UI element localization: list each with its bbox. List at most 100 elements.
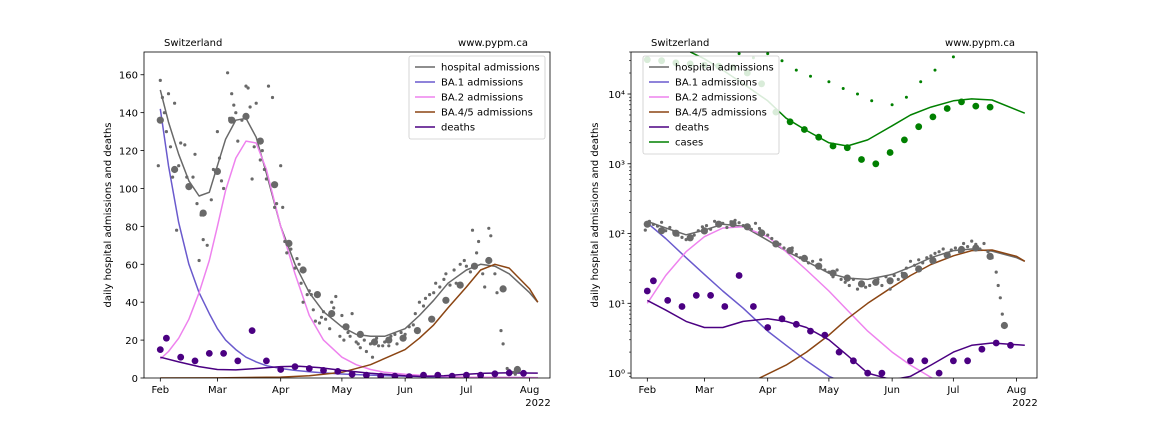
data-point-dots xyxy=(311,308,315,312)
data-point-weekly xyxy=(185,183,193,191)
data-point-dots xyxy=(387,344,391,348)
data-point-dots xyxy=(246,86,250,90)
data-point-dots xyxy=(880,283,884,288)
data-point-dots xyxy=(499,329,503,333)
data-point-dots xyxy=(851,277,856,281)
data-point-markers xyxy=(721,303,729,310)
data-point-dots xyxy=(168,145,173,149)
series-line-ba-2-admissions xyxy=(646,226,934,378)
data-point-dots xyxy=(513,372,517,376)
data-point-weekly xyxy=(456,281,464,289)
data-point-dots xyxy=(434,281,438,285)
data-point-dots xyxy=(423,296,428,300)
watermark-url: www.pypm.ca xyxy=(945,38,1015,49)
data-point-dots xyxy=(260,149,264,153)
y-axis-label: daily hospital admissions and deaths xyxy=(103,122,114,307)
data-point-markers xyxy=(864,369,872,377)
data-point-dots xyxy=(996,283,1000,288)
data-point-markers xyxy=(735,272,743,279)
data-point-dots xyxy=(481,272,485,276)
data-point-markers xyxy=(878,369,886,377)
data-point-dots xyxy=(505,366,509,371)
x-tick-label: May xyxy=(819,385,840,396)
data-point-markers xyxy=(263,357,270,365)
data-point-weekly xyxy=(513,365,522,374)
data-point-markers xyxy=(664,297,672,304)
data-point-markers xyxy=(650,277,657,285)
data-point-dots xyxy=(332,306,336,310)
data-point-markers xyxy=(434,371,442,378)
data-point-markers xyxy=(986,103,994,111)
data-point-markers xyxy=(277,366,285,373)
x-tick-label: Mar xyxy=(208,385,228,396)
data-point-dots xyxy=(643,228,647,232)
data-point-dots xyxy=(655,224,660,228)
watermark-url: www.pypm.ca xyxy=(458,38,528,49)
data-point-markers xyxy=(850,357,857,365)
data-point-dots xyxy=(452,268,456,272)
data-point-dots xyxy=(324,317,328,321)
x-tick-label: Aug xyxy=(1007,385,1027,396)
data-point-dots xyxy=(986,250,990,254)
data-point-dots xyxy=(835,268,839,272)
data-point-dots xyxy=(651,222,656,226)
data-point-weekly xyxy=(829,269,837,277)
data-point-markers xyxy=(958,98,965,106)
data-point-weekly xyxy=(915,265,923,273)
data-point-dots xyxy=(913,263,917,267)
legend-entry-label: BA.4/5 admissions xyxy=(675,108,767,119)
data-point-dots xyxy=(444,272,448,276)
data-point-markers xyxy=(786,118,794,126)
data-point-dots xyxy=(201,238,205,242)
data-point-dots xyxy=(217,156,222,160)
y-tick-label: 40 xyxy=(125,298,138,309)
data-point-weekly xyxy=(356,330,364,338)
data-point-markers xyxy=(520,369,527,377)
data-point-dots xyxy=(230,92,234,96)
data-point-dots xyxy=(819,258,823,262)
data-point-markers xyxy=(320,367,327,374)
data-point-dots xyxy=(236,139,240,143)
data-point-dots xyxy=(328,327,332,331)
data-point-dots xyxy=(458,262,462,266)
data-point-dots xyxy=(219,179,224,183)
data-point-dots xyxy=(411,323,415,327)
data-point-markers xyxy=(815,133,823,141)
data-point-dots xyxy=(475,251,479,255)
legend-entry-label: deaths xyxy=(675,123,709,134)
series-line-ba-2-admissions xyxy=(159,140,538,378)
data-point-dots xyxy=(252,145,256,149)
data-point-dots xyxy=(448,283,452,287)
data-point-weekly xyxy=(972,244,980,252)
y-tick-label: 120 xyxy=(119,147,138,158)
data-point-dots xyxy=(377,344,381,348)
data-point-dots xyxy=(917,258,921,262)
data-point-dots xyxy=(258,158,262,162)
data-point-dots xyxy=(811,259,815,263)
x-tick-label: May xyxy=(332,385,353,396)
data-point-dots xyxy=(179,141,183,145)
data-point-dots xyxy=(248,105,252,109)
data-point-dots xyxy=(896,277,900,281)
x-tick-label: Apr xyxy=(272,385,290,396)
data-point-dots xyxy=(668,225,672,230)
x-tick-label: Mar xyxy=(695,385,715,396)
chart-1: 0 20 40 60 80 100 120 140 160 Feb Mar Apr May Jun Jul A… xyxy=(103,38,551,409)
data-point-dots xyxy=(364,349,368,354)
legend-entry-label: BA.1 admissions xyxy=(675,78,757,89)
data-point-dots xyxy=(250,177,254,181)
data-point-markers xyxy=(921,357,929,365)
data-point-weekly xyxy=(957,245,966,254)
legend: hospital admissions BA.1 admissions BA.2 a… xyxy=(408,55,546,140)
series-line-ba-4-5-admissions xyxy=(759,249,1026,378)
data-point-dots xyxy=(273,205,277,209)
data-point-dots xyxy=(884,275,888,279)
data-point-markers xyxy=(821,331,829,339)
data-point-dots xyxy=(487,226,491,230)
data-point-dots xyxy=(477,239,481,244)
data-point-dots xyxy=(222,186,226,191)
data-point-weekly xyxy=(399,334,407,342)
data-point-dots xyxy=(156,164,160,168)
data-point-dots xyxy=(489,234,493,238)
x-tick-label: Feb xyxy=(638,385,656,396)
